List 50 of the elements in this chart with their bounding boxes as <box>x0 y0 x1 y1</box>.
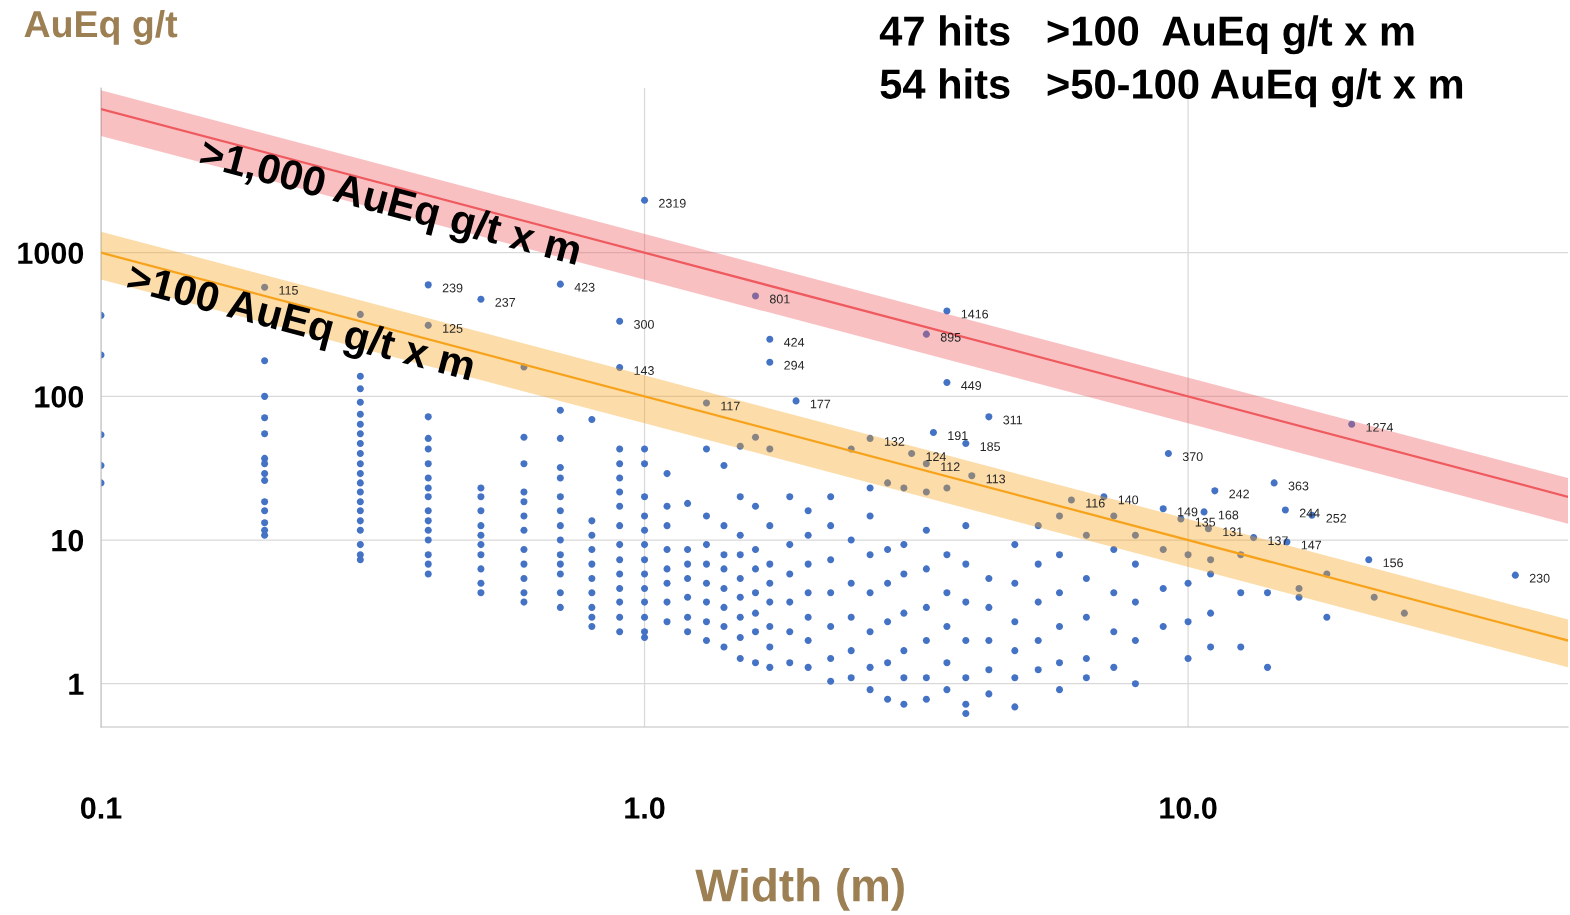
annotation: 424 <box>783 337 805 347</box>
annotation: 801 <box>769 294 790 304</box>
annotation: 1274 <box>1366 422 1394 432</box>
annotation: 2319 <box>659 198 686 208</box>
annotation: 131 <box>1223 527 1243 537</box>
annotation: 244 <box>1299 508 1320 518</box>
annotation: 185 <box>980 442 1001 452</box>
annotation: 149 <box>1178 507 1198 517</box>
annotation: 137 <box>1268 536 1288 546</box>
x-tick-label: 10.0 <box>1160 797 1217 819</box>
annotation: 363 <box>1288 481 1309 491</box>
annotation: 147 <box>1301 540 1322 550</box>
x-axis-title: Width (m) <box>695 868 904 911</box>
annotation: 177 <box>810 399 831 409</box>
annotation: 156 <box>1383 558 1403 568</box>
annotation: 116 <box>1086 498 1105 508</box>
annotation: 1416 <box>961 309 989 319</box>
annotation: 370 <box>1182 452 1203 462</box>
y-tick-label: 100 <box>35 386 84 408</box>
annotation: 230 <box>1529 573 1550 583</box>
annotation: 300 <box>634 319 654 329</box>
annotation: 191 <box>948 431 968 441</box>
annotation: 239 <box>442 283 463 293</box>
annotation: 140 <box>1118 495 1139 505</box>
annotation: 143 <box>634 366 654 375</box>
annotation: 113 <box>986 474 1006 484</box>
x-tick-label: 0.1 <box>80 797 122 819</box>
annotation: 124 <box>926 452 946 461</box>
y-tick-label: 10 <box>52 529 84 552</box>
annotation: 252 <box>1326 513 1347 523</box>
annotation: 112 <box>941 462 960 472</box>
y-tick-label: 1 <box>69 673 84 695</box>
annotation: 895 <box>940 332 961 342</box>
annotation: 294 <box>784 360 805 370</box>
text: >1,000 AuEq g/t x m <box>199 141 581 265</box>
text: 47 hits >100 AuEq g/t x m <box>879 15 1414 55</box>
annotation: 125 <box>443 324 463 333</box>
y-tick-label: 1000 <box>18 242 84 265</box>
annotation: 117 <box>721 401 740 411</box>
annotation: 242 <box>1229 489 1249 499</box>
annotation: 135 <box>1195 517 1216 527</box>
x-tick-label: 1.0 <box>625 797 665 819</box>
annotation: 311 <box>1003 415 1023 425</box>
annotation: 54 hits >50-100 AuEq g/t x m <box>880 68 1463 108</box>
y-axis-title: AuEq g/t <box>24 9 178 46</box>
annotation: 132 <box>884 437 905 446</box>
annotation: 237 <box>495 297 516 307</box>
annotation: 423 <box>574 282 595 292</box>
annotation: 449 <box>961 381 982 390</box>
annotation: 168 <box>1218 510 1239 520</box>
